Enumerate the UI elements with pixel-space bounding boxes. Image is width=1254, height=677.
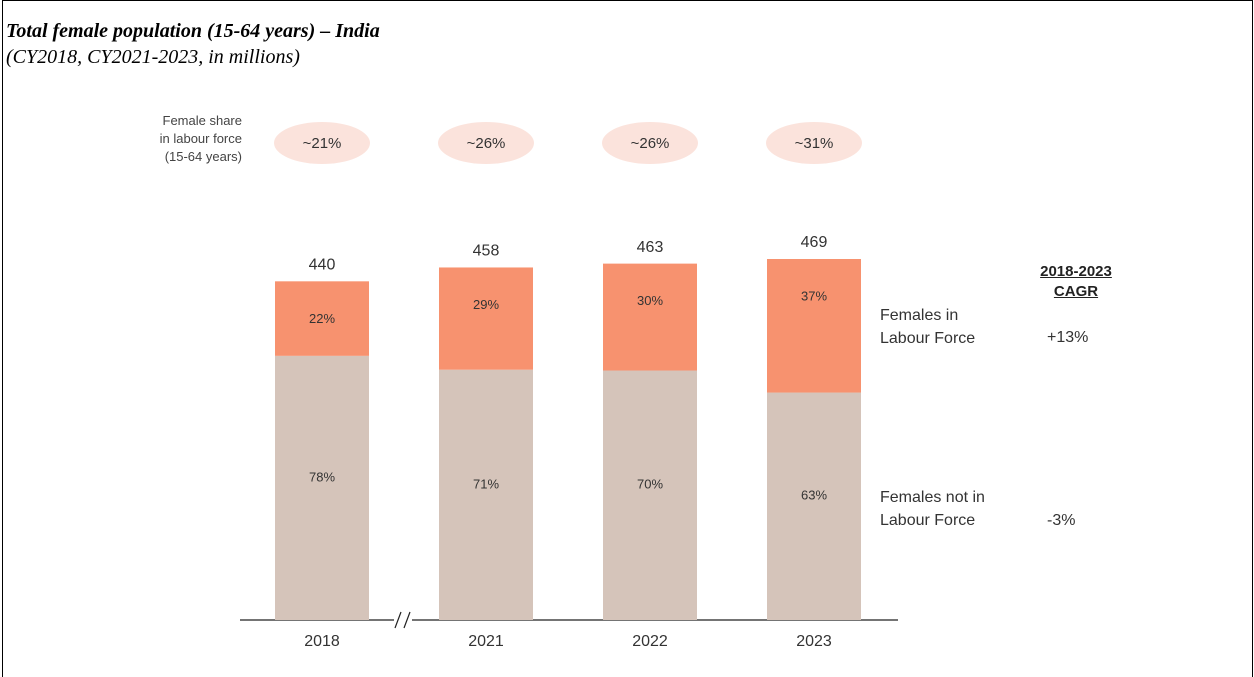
bar-segment <box>767 259 861 393</box>
bar-segment <box>275 281 369 356</box>
share-value: ~26% <box>631 135 670 152</box>
total-label: 458 <box>473 243 500 260</box>
segment-label: 70% <box>637 477 663 492</box>
segment-label: 37% <box>801 288 827 303</box>
total-label: 469 <box>801 234 828 251</box>
share-value: ~31% <box>795 135 834 152</box>
axis-break <box>394 611 402 629</box>
bar-segment <box>767 392 861 620</box>
share-value: ~21% <box>303 135 342 152</box>
segment-label: 22% <box>309 311 335 326</box>
x-tick-label: 2022 <box>632 633 668 650</box>
legend-label: Females in Labour Force <box>880 307 976 347</box>
bar-segment <box>439 369 533 620</box>
segment-label: 71% <box>473 476 499 491</box>
share-pill <box>602 122 698 164</box>
x-tick-label: 2018 <box>304 633 340 650</box>
cagr-value: -3% <box>1047 512 1076 529</box>
bar-segment <box>275 355 369 620</box>
axis-break <box>403 611 411 629</box>
cagr-value: +13% <box>1047 329 1089 346</box>
legend-label: Females not in Labour Force <box>880 489 985 529</box>
segment-label: 78% <box>309 469 335 484</box>
cagr-title: 2018-2023 CAGR <box>1040 263 1112 300</box>
bar-segment <box>603 370 697 620</box>
chart-subtitle: (CY2018, CY2021-2023, in millions) <box>6 46 300 68</box>
total-label: 440 <box>309 257 336 274</box>
share-pill <box>438 122 534 164</box>
share-pill <box>274 122 370 164</box>
share-pill <box>766 122 862 164</box>
x-tick-label: 2023 <box>796 633 832 650</box>
bar-segment <box>603 263 697 371</box>
chart-title: Total female population (15-64 years) – … <box>6 20 380 42</box>
axis-break-gap <box>394 612 412 628</box>
segment-label: 29% <box>473 297 499 312</box>
segment-label: 30% <box>637 293 663 308</box>
x-tick-label: 2021 <box>468 633 504 650</box>
share-label: Female share in labour force (15-64 year… <box>159 113 242 164</box>
total-label: 463 <box>637 239 664 256</box>
segment-label: 63% <box>801 488 827 503</box>
share-value: ~26% <box>467 135 506 152</box>
bar-segment <box>439 267 533 370</box>
